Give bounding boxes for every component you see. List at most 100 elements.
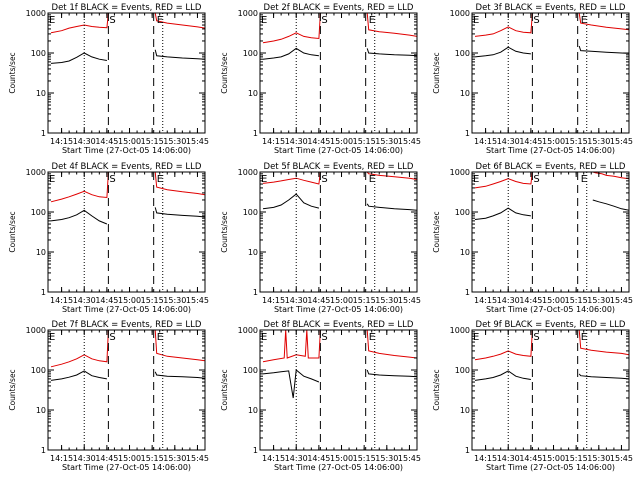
x-tick-label: 14:15 xyxy=(474,454,497,463)
plot-area xyxy=(474,172,629,220)
x-tick-label: 14:15 xyxy=(262,137,285,146)
panel-6: Det 6f BLACK = Events, RED = LLD E S E 1 10 10… xyxy=(432,162,633,314)
plot-frame xyxy=(471,12,630,134)
events-series-line xyxy=(154,207,205,218)
events-series-line xyxy=(474,370,531,381)
x-axis-label: Start Time (27-Oct-05 14:06:00) xyxy=(274,305,403,314)
events-series-line xyxy=(262,369,320,399)
y-tick-label: 100 xyxy=(455,49,470,58)
y-axis-label: Counts/sec xyxy=(432,369,441,410)
events-series-line xyxy=(50,370,107,381)
marker-label: S xyxy=(321,332,327,343)
x-tick-label: 14:45 xyxy=(95,454,118,463)
x-tick-label: 14:45 xyxy=(307,137,330,146)
marker-label: E xyxy=(473,332,479,343)
x-tick-label: 14:15 xyxy=(50,454,73,463)
y-tick-label: 1 xyxy=(465,288,470,297)
marker-label: E xyxy=(157,332,163,343)
x-tick-label: 14:45 xyxy=(307,296,330,305)
x-tick-label: 15:15 xyxy=(565,454,588,463)
y-tick-label: 10 xyxy=(248,248,258,257)
plot-frame xyxy=(259,329,418,451)
marker-label: E xyxy=(261,174,267,185)
marker-label: S xyxy=(321,174,327,185)
y-tick-label: 10 xyxy=(460,248,470,257)
marker-label: E xyxy=(157,174,163,185)
panel-5: Det 5f BLACK = Events, RED = LLD E S E 1 10 10… xyxy=(220,162,421,314)
lld-series-line xyxy=(262,330,321,363)
x-tick-label: 15:00 xyxy=(118,454,141,463)
x-tick-label: 14:30 xyxy=(497,137,520,146)
x-axis-label: Start Time (27-Oct-05 14:06:00) xyxy=(62,463,191,472)
events-series-line xyxy=(474,46,531,58)
x-tick-label: 15:45 xyxy=(610,296,633,305)
x-tick-label: 14:30 xyxy=(73,137,96,146)
lld-series-line xyxy=(154,13,205,29)
events-series-line xyxy=(578,45,629,54)
x-tick-label: 14:45 xyxy=(95,296,118,305)
lld-series-line xyxy=(578,13,629,31)
marker-label: E xyxy=(157,15,163,26)
events-series-line xyxy=(578,373,629,380)
plot-area xyxy=(474,13,629,58)
y-tick-label: 1000 xyxy=(26,168,46,177)
x-axis-label: Start Time (27-Oct-05 14:06:00) xyxy=(486,463,615,472)
events-series-line xyxy=(474,207,531,220)
lld-series-line xyxy=(366,13,417,37)
marker-label: S xyxy=(533,174,539,185)
x-tick-label: 15:15 xyxy=(141,296,164,305)
marker-label: E xyxy=(49,174,55,185)
x-tick-label: 14:30 xyxy=(285,454,308,463)
events-series-line xyxy=(50,209,108,225)
x-tick-label: 14:45 xyxy=(519,296,542,305)
x-tick-label: 15:30 xyxy=(587,454,610,463)
events-series-line xyxy=(262,193,320,210)
y-tick-label: 100 xyxy=(31,366,46,375)
y-tick-label: 10 xyxy=(36,89,46,98)
x-tick-label: 15:30 xyxy=(163,296,186,305)
plot-area xyxy=(50,13,205,64)
x-tick-label: 15:15 xyxy=(353,454,376,463)
y-axis-label: Counts/sec xyxy=(8,52,17,93)
x-tick-label: 14:30 xyxy=(73,296,96,305)
x-tick-label: 15:45 xyxy=(398,137,421,146)
x-tick-label: 15:00 xyxy=(542,454,565,463)
marker-label: S xyxy=(109,15,115,26)
panel-title: Det 6f BLACK = Events, RED = LLD xyxy=(476,162,626,172)
x-tick-label: 14:15 xyxy=(262,296,285,305)
events-series-line xyxy=(154,49,205,60)
y-tick-label: 1 xyxy=(41,129,46,138)
y-tick-label: 10 xyxy=(36,406,46,415)
lld-series-line xyxy=(154,172,205,196)
plot-frame xyxy=(47,12,206,134)
lld-series-line xyxy=(578,330,629,356)
y-axis-label: Counts/sec xyxy=(220,52,229,93)
lld-series-line xyxy=(592,172,629,180)
marker-label: S xyxy=(109,332,115,343)
x-tick-label: 15:45 xyxy=(398,454,421,463)
lld-series-line xyxy=(50,172,109,203)
lld-series-line xyxy=(50,330,109,368)
marker-label: S xyxy=(533,15,539,26)
marker-label: S xyxy=(533,332,539,343)
y-tick-label: 100 xyxy=(455,208,470,217)
x-tick-label: 14:15 xyxy=(262,454,285,463)
y-tick-label: 1000 xyxy=(450,326,470,335)
x-tick-label: 15:00 xyxy=(330,137,353,146)
x-tick-label: 15:30 xyxy=(163,137,186,146)
events-series-line xyxy=(262,47,319,60)
plot-frame xyxy=(259,171,418,293)
panel-8: Det 8f BLACK = Events, RED = LLD E S E 1 10 10… xyxy=(220,320,421,472)
y-tick-label: 1 xyxy=(41,446,46,455)
y-axis-label: Counts/sec xyxy=(8,369,17,410)
x-tick-label: 15:00 xyxy=(330,454,353,463)
y-tick-label: 100 xyxy=(243,49,258,58)
x-tick-label: 15:45 xyxy=(610,137,633,146)
plot-area xyxy=(262,13,417,60)
x-axis-label: Start Time (27-Oct-05 14:06:00) xyxy=(62,305,191,314)
lld-series-line xyxy=(262,13,321,44)
y-tick-label: 1000 xyxy=(26,326,46,335)
panel-title: Det 1f BLACK = Events, RED = LLD xyxy=(52,3,202,13)
x-tick-label: 14:30 xyxy=(497,454,520,463)
x-tick-label: 15:30 xyxy=(587,296,610,305)
